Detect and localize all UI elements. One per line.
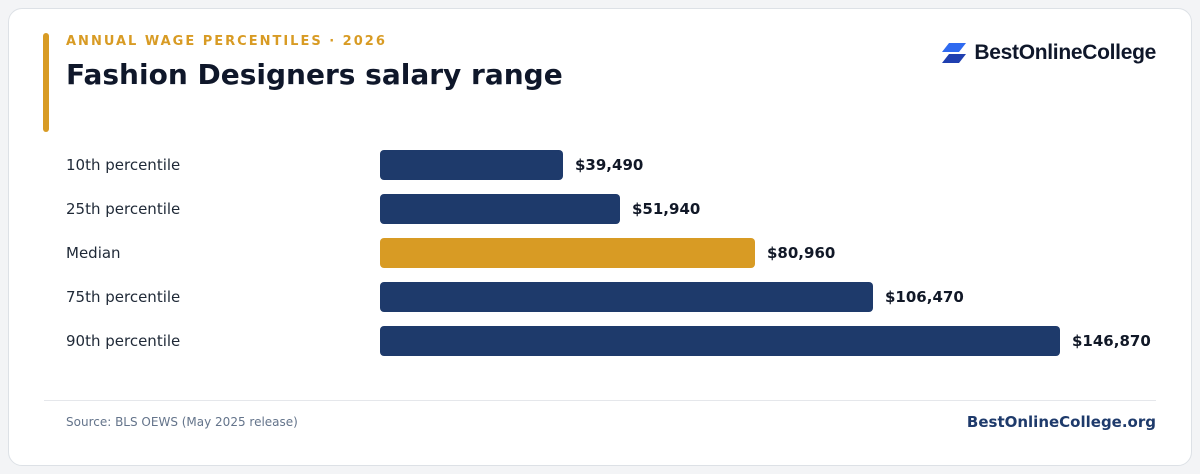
bar: [380, 238, 755, 268]
accent-bar: [43, 33, 49, 132]
chart-title: Fashion Designers salary range: [66, 58, 563, 91]
category-label: 90th percentile: [66, 332, 181, 350]
bar: [380, 194, 620, 224]
source-note: Source: BLS OEWS (May 2025 release): [66, 415, 298, 429]
brand-logo: BestOnlineCollege: [941, 38, 1156, 68]
bar: [380, 326, 1060, 356]
category-label: 75th percentile: [66, 288, 181, 306]
bar: [380, 150, 563, 180]
stacked-parallelogram-logo-icon: [942, 43, 967, 63]
value-label: $80,960: [767, 244, 836, 262]
value-label: $146,870: [1072, 332, 1151, 350]
footer-divider: [44, 400, 1156, 401]
value-label: $51,940: [632, 200, 701, 218]
category-label: 10th percentile: [66, 156, 181, 174]
site-name: BestOnlineCollege.org: [966, 413, 1156, 431]
value-label: $106,470: [885, 288, 964, 306]
chart-eyebrow: ANNUAL WAGE PERCENTILES · 2026: [66, 34, 387, 49]
value-label: $39,490: [575, 156, 644, 174]
category-label: 25th percentile: [66, 200, 181, 218]
brand-logo-text: BestOnlineCollege: [974, 41, 1156, 64]
category-label: Median: [66, 244, 121, 262]
chart-card: [8, 8, 1192, 466]
bar: [380, 282, 873, 312]
